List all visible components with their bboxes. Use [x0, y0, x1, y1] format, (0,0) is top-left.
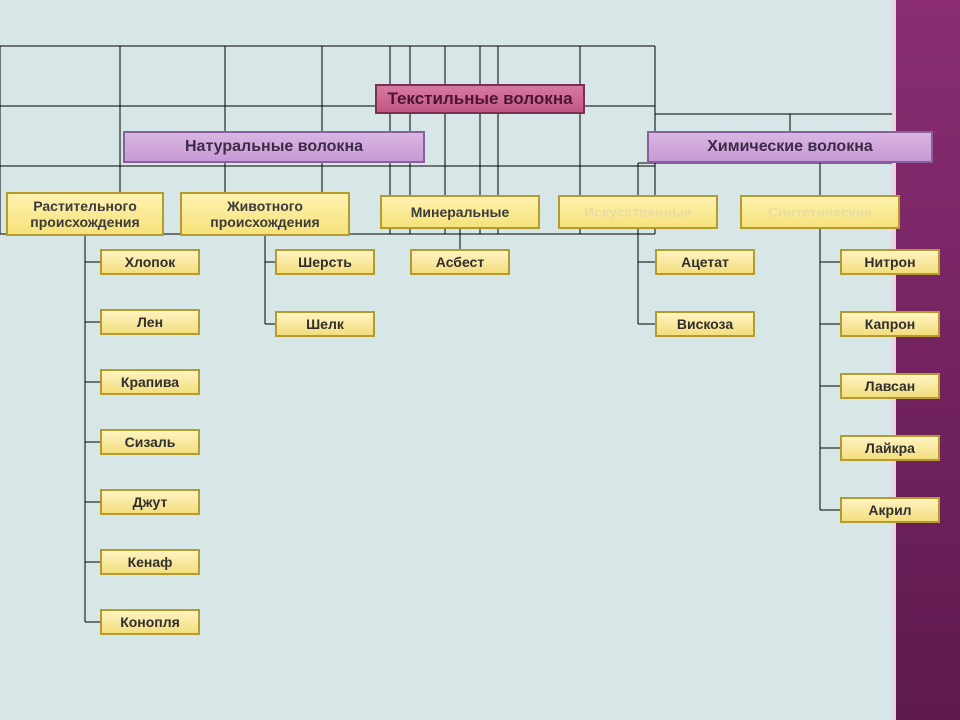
node-synth: Синтетические [740, 195, 900, 229]
node-label: Асбест [436, 254, 484, 270]
node-plant: Растительного происхождения [6, 192, 164, 236]
node-p4: Сизаль [100, 429, 200, 455]
node-label: Минеральные [411, 204, 510, 220]
node-label: Растительного происхождения [12, 198, 158, 230]
node-label: Сизаль [125, 434, 176, 450]
node-label: Химические волокна [707, 138, 873, 156]
node-ar1: Ацетат [655, 249, 755, 275]
node-s3: Лавсан [840, 373, 940, 399]
node-p7: Конопля [100, 609, 200, 635]
node-label: Крапива [121, 374, 179, 390]
node-label: Джут [133, 494, 168, 510]
node-s2: Капрон [840, 311, 940, 337]
node-label: Нитрон [864, 254, 915, 270]
node-label: Лен [137, 314, 163, 330]
node-chem: Химические волокна [647, 131, 933, 163]
node-ar2: Вискоза [655, 311, 755, 337]
node-m1: Асбест [410, 249, 510, 275]
node-label: Синтетические [768, 204, 872, 220]
node-label: Лайкра [865, 440, 915, 456]
node-s4: Лайкра [840, 435, 940, 461]
node-p1: Хлопок [100, 249, 200, 275]
node-label: Капрон [865, 316, 916, 332]
node-anim: Животного происхождения [180, 192, 350, 236]
node-label: Ацетат [681, 254, 729, 270]
node-label: Натуральные волокна [185, 138, 363, 156]
node-p5: Джут [100, 489, 200, 515]
node-a2: Шелк [275, 311, 375, 337]
node-artif: Искусственные [558, 195, 718, 229]
node-label: Шелк [306, 316, 344, 332]
node-label: Лавсан [865, 378, 915, 394]
node-p3: Крапива [100, 369, 200, 395]
node-root: Текстильные волокна [375, 84, 585, 114]
node-p6: Кенаф [100, 549, 200, 575]
node-s1: Нитрон [840, 249, 940, 275]
node-label: Акрил [868, 502, 911, 518]
node-nat: Натуральные волокна [123, 131, 425, 163]
node-label: Текстильные волокна [387, 89, 572, 109]
diagram-canvas: Текстильные волокна Натуральные волокна Хи… [0, 0, 960, 720]
node-label: Кенаф [128, 554, 173, 570]
node-label: Шерсть [298, 254, 352, 270]
node-label: Искусственные [584, 204, 692, 220]
node-p2: Лен [100, 309, 200, 335]
decorative-sidebar [892, 0, 960, 720]
node-a1: Шерсть [275, 249, 375, 275]
node-label: Конопля [120, 614, 180, 630]
node-label: Животного происхождения [186, 198, 344, 230]
node-label: Вискоза [677, 316, 733, 332]
node-label: Хлопок [125, 254, 176, 270]
node-s5: Акрил [840, 497, 940, 523]
node-miner: Минеральные [380, 195, 540, 229]
